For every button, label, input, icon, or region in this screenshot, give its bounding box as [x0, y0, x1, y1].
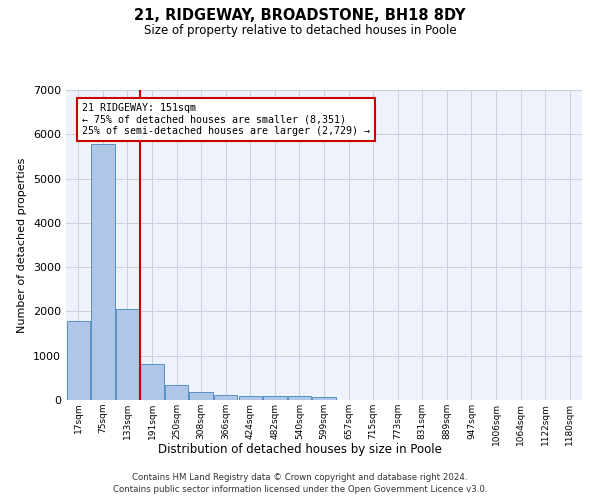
Bar [288, 396, 311, 400]
Y-axis label: Number of detached properties: Number of detached properties [17, 158, 28, 332]
Bar [140, 364, 164, 400]
Text: 21 RIDGEWAY: 151sqm
← 75% of detached houses are smaller (8,351)
25% of semi-det: 21 RIDGEWAY: 151sqm ← 75% of detached ho… [82, 104, 370, 136]
Bar [116, 309, 139, 400]
Bar [313, 397, 335, 400]
Bar [67, 321, 90, 400]
Bar [165, 385, 188, 400]
Bar [263, 396, 287, 400]
Bar [190, 392, 213, 400]
Text: Size of property relative to detached houses in Poole: Size of property relative to detached ho… [143, 24, 457, 37]
Bar [239, 396, 262, 400]
Text: 21, RIDGEWAY, BROADSTONE, BH18 8DY: 21, RIDGEWAY, BROADSTONE, BH18 8DY [134, 8, 466, 22]
Bar [214, 395, 238, 400]
Text: Contains HM Land Registry data © Crown copyright and database right 2024.: Contains HM Land Registry data © Crown c… [132, 472, 468, 482]
Bar [91, 144, 115, 400]
Text: Contains public sector information licensed under the Open Government Licence v3: Contains public sector information licen… [113, 485, 487, 494]
Text: Distribution of detached houses by size in Poole: Distribution of detached houses by size … [158, 442, 442, 456]
